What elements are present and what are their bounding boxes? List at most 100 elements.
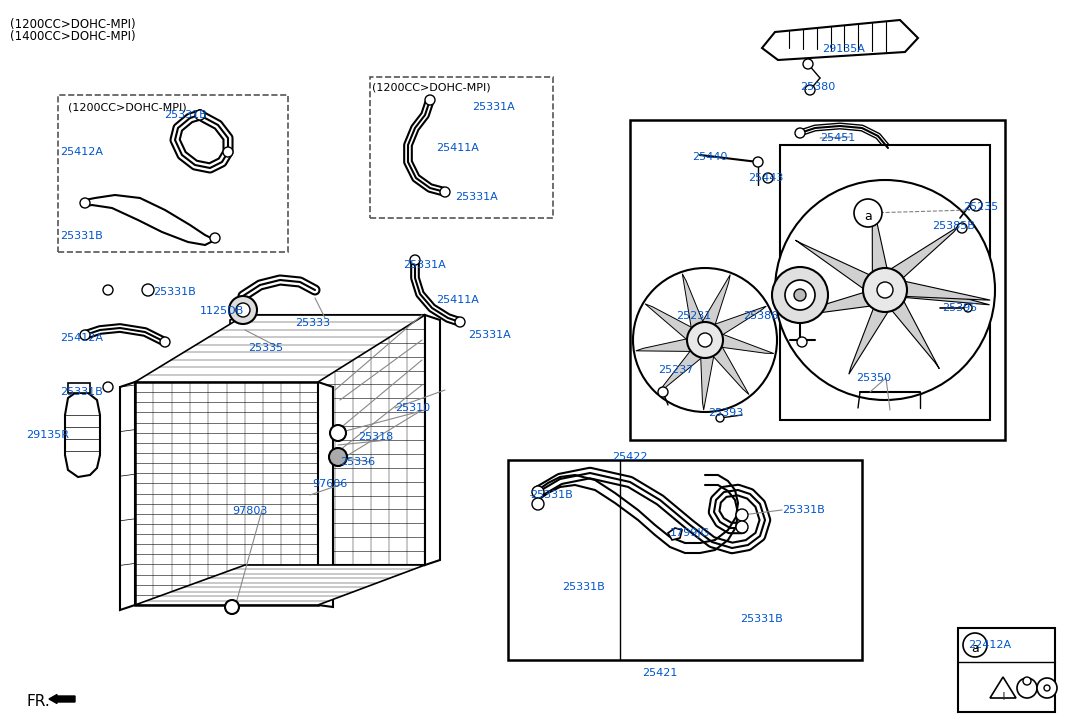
Circle shape: [736, 521, 748, 533]
Circle shape: [964, 304, 972, 312]
Polygon shape: [700, 353, 714, 410]
Circle shape: [236, 303, 250, 317]
Polygon shape: [711, 306, 767, 336]
Circle shape: [785, 280, 815, 310]
Text: 25331B: 25331B: [782, 505, 825, 515]
Text: 25331B: 25331B: [153, 287, 196, 297]
Text: 25350: 25350: [856, 373, 891, 383]
Circle shape: [863, 268, 907, 312]
Polygon shape: [135, 315, 425, 382]
Polygon shape: [230, 315, 245, 565]
Text: 22412A: 22412A: [968, 640, 1011, 650]
Text: (1200CC>DOHC-MPI): (1200CC>DOHC-MPI): [67, 102, 186, 112]
Circle shape: [329, 448, 347, 466]
Circle shape: [633, 268, 776, 412]
Text: 25331A: 25331A: [468, 330, 511, 340]
Text: 25336: 25336: [340, 457, 375, 467]
Circle shape: [229, 296, 257, 324]
Circle shape: [532, 486, 544, 498]
FancyArrow shape: [49, 694, 75, 704]
Circle shape: [687, 322, 723, 358]
Polygon shape: [785, 293, 870, 318]
Text: 25443: 25443: [748, 173, 783, 183]
Polygon shape: [849, 309, 888, 374]
Circle shape: [455, 317, 465, 327]
Circle shape: [877, 282, 893, 298]
Polygon shape: [906, 283, 990, 305]
Text: 25421: 25421: [642, 668, 677, 678]
Circle shape: [142, 284, 154, 296]
Polygon shape: [891, 227, 959, 278]
Polygon shape: [796, 240, 870, 289]
Circle shape: [1037, 678, 1057, 698]
Circle shape: [103, 382, 114, 392]
Polygon shape: [892, 301, 939, 369]
Circle shape: [797, 337, 808, 347]
Circle shape: [775, 180, 995, 400]
Polygon shape: [120, 382, 135, 610]
Text: !: !: [1001, 692, 1005, 702]
Text: 29135R: 29135R: [26, 430, 69, 440]
Polygon shape: [65, 393, 100, 477]
Circle shape: [195, 110, 205, 120]
Circle shape: [80, 330, 90, 340]
Circle shape: [440, 187, 450, 197]
Text: 25331B: 25331B: [60, 231, 103, 241]
Polygon shape: [720, 333, 773, 353]
Polygon shape: [682, 274, 704, 331]
Circle shape: [795, 128, 805, 138]
Circle shape: [658, 387, 668, 397]
Polygon shape: [711, 344, 749, 395]
Text: 25395: 25395: [942, 303, 977, 313]
Circle shape: [805, 85, 815, 95]
Polygon shape: [82, 195, 215, 245]
Text: 25318: 25318: [358, 432, 393, 442]
Circle shape: [736, 509, 748, 521]
Polygon shape: [135, 382, 318, 605]
Circle shape: [1017, 678, 1037, 698]
Circle shape: [803, 59, 813, 69]
Text: 25331A: 25331A: [403, 260, 446, 270]
Circle shape: [957, 223, 967, 233]
Text: (1200CC>DOHC-MPI): (1200CC>DOHC-MPI): [10, 18, 136, 31]
Text: 25310: 25310: [395, 403, 431, 413]
Polygon shape: [636, 338, 694, 351]
Text: (1200CC>DOHC-MPI): (1200CC>DOHC-MPI): [372, 83, 491, 93]
Text: 25412A: 25412A: [60, 147, 103, 157]
Text: 25331B: 25331B: [164, 110, 207, 120]
Polygon shape: [425, 315, 440, 565]
Circle shape: [223, 147, 233, 157]
Polygon shape: [780, 145, 990, 420]
Text: 25411A: 25411A: [436, 295, 479, 305]
Text: 25386: 25386: [743, 311, 779, 321]
Circle shape: [963, 633, 987, 657]
Circle shape: [160, 337, 170, 347]
Circle shape: [103, 285, 114, 295]
Text: 29135A: 29135A: [823, 44, 865, 54]
Text: 25331B: 25331B: [562, 582, 605, 592]
Polygon shape: [872, 200, 887, 272]
Circle shape: [210, 233, 220, 243]
Text: 25451: 25451: [820, 133, 856, 143]
Bar: [369, 77, 553, 218]
Text: 1125DB: 1125DB: [200, 306, 244, 316]
Text: 25380: 25380: [800, 82, 835, 92]
Circle shape: [532, 498, 544, 510]
Text: 1799JG: 1799JG: [670, 528, 710, 538]
Polygon shape: [245, 315, 425, 565]
Text: 97606: 97606: [312, 479, 347, 489]
Polygon shape: [990, 677, 1016, 698]
Text: a: a: [971, 641, 979, 654]
Polygon shape: [318, 382, 333, 607]
Circle shape: [794, 289, 806, 301]
Text: 25331B: 25331B: [530, 490, 573, 500]
Text: 25331B: 25331B: [740, 614, 783, 624]
Circle shape: [225, 600, 239, 614]
Text: 97803: 97803: [232, 506, 268, 516]
Circle shape: [80, 198, 90, 208]
Circle shape: [772, 267, 828, 323]
Bar: [58, 95, 288, 252]
Circle shape: [854, 199, 883, 227]
Polygon shape: [135, 565, 425, 605]
Circle shape: [425, 95, 435, 105]
